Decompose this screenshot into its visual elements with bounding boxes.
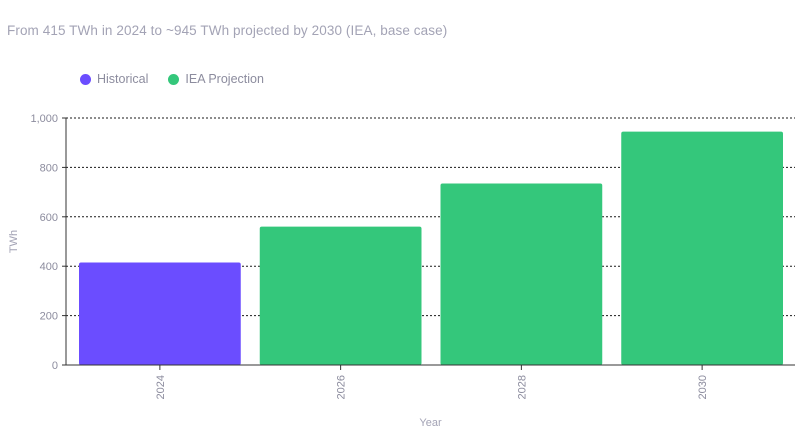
legend-item-historical[interactable]: Historical xyxy=(80,72,148,86)
legend-swatch-iea-projection xyxy=(168,73,180,85)
x-tick-label: 2028 xyxy=(516,375,528,399)
x-tick-labels: 2024 2026 2028 2030 xyxy=(155,365,709,399)
y-tick-label: 1,000 xyxy=(30,113,58,125)
x-tick-label: 2024 xyxy=(155,375,167,399)
chart-subtitle: From 415 TWh in 2024 to ~945 TWh project… xyxy=(7,23,448,38)
legend-swatch-historical xyxy=(80,73,91,85)
y-tick-label: 600 xyxy=(40,212,58,224)
y-tick-label: 400 xyxy=(40,261,58,273)
bar-2024[interactable] xyxy=(79,262,241,365)
bars xyxy=(79,131,783,365)
axes xyxy=(65,118,795,366)
y-tick-labels: 0 200 400 600 800 1,000 xyxy=(30,113,66,372)
legend: Historical IEA Projection xyxy=(80,72,264,86)
x-tick-label: 2030 xyxy=(697,375,709,399)
legend-item-iea-projection[interactable]: IEA Projection xyxy=(168,72,264,86)
x-axis-title: Year xyxy=(419,417,442,429)
x-tick-label: 2026 xyxy=(336,375,348,399)
legend-label-iea-projection: IEA Projection xyxy=(185,72,264,86)
bar-2026[interactable] xyxy=(259,226,422,365)
y-tick-label: 0 xyxy=(52,360,58,372)
legend-label-historical: Historical xyxy=(97,72,149,86)
y-tick-label: 200 xyxy=(40,311,58,323)
bar-2028[interactable] xyxy=(440,183,603,365)
y-tick-label: 800 xyxy=(40,162,58,174)
bar-2030[interactable] xyxy=(621,131,783,365)
y-axis-title: TWh xyxy=(8,230,20,253)
